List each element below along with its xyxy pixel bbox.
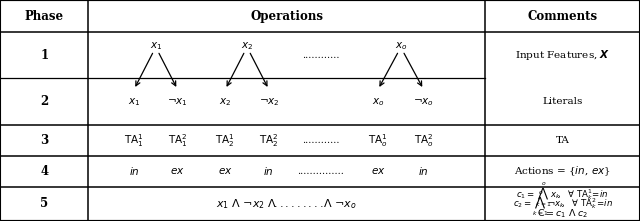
Text: $\neg x_2$: $\neg x_2$ xyxy=(259,96,279,108)
Text: 4: 4 xyxy=(40,165,48,178)
Text: $\mathit{in}$: $\mathit{in}$ xyxy=(418,165,429,177)
Text: Actions = {$\mathit{in}$, $\mathit{ex}$}: Actions = {$\mathit{in}$, $\mathit{ex}$} xyxy=(514,165,611,178)
Text: ............: ............ xyxy=(301,136,339,145)
Text: $\mathrm{TA}_1^2$: $\mathrm{TA}_1^2$ xyxy=(168,132,188,149)
Text: 3: 3 xyxy=(40,134,48,147)
Text: $\mathrm{TA}_1^1$: $\mathrm{TA}_1^1$ xyxy=(124,132,144,149)
Text: $c_1 = \bigwedge_{k=1}^{o} x_k\!,\ \ \forall\ \mathrm{TA}_k^1\!=\!\mathit{in}$: $c_1 = \bigwedge_{k=1}^{o} x_k\!,\ \ \fo… xyxy=(516,180,609,209)
Text: Literals: Literals xyxy=(542,97,583,106)
Text: $\mathit{in}$: $\mathit{in}$ xyxy=(264,165,275,177)
Text: $\mathrm{TA}_2^1$: $\mathrm{TA}_2^1$ xyxy=(216,132,235,149)
Text: Comments: Comments xyxy=(527,10,598,23)
Text: Input Features, $\boldsymbol{X}$: Input Features, $\boldsymbol{X}$ xyxy=(515,48,611,62)
Text: ............: ............ xyxy=(301,51,339,60)
Text: $c_2 = \bigwedge_{k=1}^{o} \neg x_k\!,\ \ \forall\ \mathrm{TA}_k^2\!=\!\mathit{i: $c_2 = \bigwedge_{k=1}^{o} \neg x_k\!,\ … xyxy=(513,190,612,218)
Text: $x_{1}$: $x_{1}$ xyxy=(150,40,162,52)
Text: $x_{2}$: $x_{2}$ xyxy=(241,40,253,52)
Text: $x_1\ \Lambda\ \neg x_2\ \Lambda\!.........\!\Lambda\ \neg x_o$: $x_1\ \Lambda\ \neg x_2\ \Lambda\!......… xyxy=(216,197,357,211)
Text: $\mathit{ex}$: $\mathit{ex}$ xyxy=(371,166,385,176)
Text: $\mathrm{TA}_o^2$: $\mathrm{TA}_o^2$ xyxy=(414,132,433,149)
Text: $\mathrm{TA}_o^1$: $\mathrm{TA}_o^1$ xyxy=(368,132,388,149)
Text: Phase: Phase xyxy=(24,10,64,23)
Text: $\mathit{ex}$: $\mathit{ex}$ xyxy=(218,166,232,176)
Text: $\mathit{in}$: $\mathit{in}$ xyxy=(129,165,140,177)
Text: Operations: Operations xyxy=(250,10,323,23)
Text: $x_2$: $x_2$ xyxy=(219,96,231,108)
Text: 1: 1 xyxy=(40,49,48,62)
Text: $x_o$: $x_o$ xyxy=(372,96,384,108)
Text: ...............: ............... xyxy=(297,167,344,176)
Text: $\mathrm{TA}_2^2$: $\mathrm{TA}_2^2$ xyxy=(259,132,278,149)
Text: $\mathit{ex}$: $\mathit{ex}$ xyxy=(170,166,185,176)
Text: $\mathrm{C} = c_1\ \Lambda\ c_2$: $\mathrm{C} = c_1\ \Lambda\ c_2$ xyxy=(537,208,588,220)
Text: $\neg x_o$: $\neg x_o$ xyxy=(413,96,434,108)
Text: TA: TA xyxy=(556,136,570,145)
Text: $x_1$: $x_1$ xyxy=(128,96,140,108)
Text: $x_{o}$: $x_{o}$ xyxy=(394,40,407,52)
Text: 5: 5 xyxy=(40,197,48,210)
Text: $\neg x_1$: $\neg x_1$ xyxy=(167,96,188,108)
Text: 2: 2 xyxy=(40,95,48,108)
